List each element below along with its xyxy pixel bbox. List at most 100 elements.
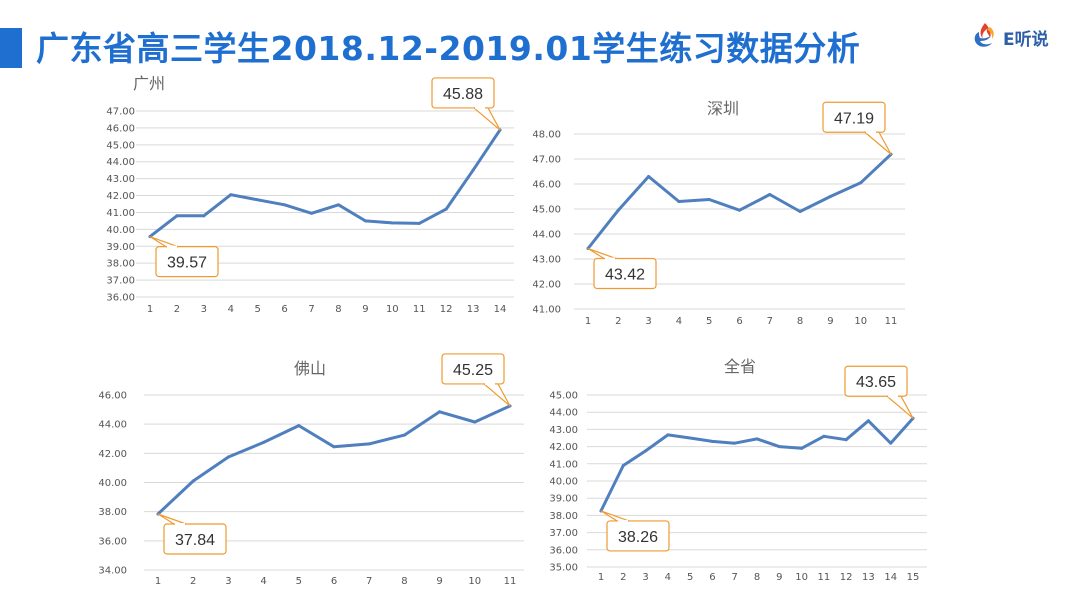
y-tick-label: 39.00	[106, 242, 135, 253]
x-tick-label: 13	[862, 572, 875, 583]
y-tick-label: 37.00	[106, 276, 135, 287]
data-label-callout: 45.25	[441, 353, 511, 407]
y-tick-label: 38.00	[549, 511, 578, 522]
y-tick-label: 39.00	[549, 494, 578, 505]
x-tick-label: 6	[281, 304, 287, 315]
data-point	[191, 479, 195, 483]
callout-box	[163, 523, 227, 555]
data-point	[402, 433, 406, 437]
x-tick-label: 8	[401, 576, 407, 587]
shenzhen-line-chart: 深圳 41.00 42.00 43.00 44.00 45.00 46.00 47.00 48.…	[532, 99, 905, 327]
province-line-chart: 全省 35.00 36.00 37.00 38.00 39.00 40.00 41.00 42.…	[549, 357, 927, 583]
logo-text: E听说	[1003, 29, 1049, 50]
x-tick-label: 8	[797, 316, 803, 327]
x-tick-label: 11	[413, 304, 426, 315]
data-point	[367, 442, 371, 446]
y-tick-label: 45.00	[532, 205, 561, 216]
x-tick-label: 2	[615, 316, 621, 327]
data-point	[866, 419, 870, 423]
y-tick-label: 44.00	[549, 408, 578, 419]
page-title: 广东省高三学生2018.12-2019.01学生练习数据分析	[36, 29, 861, 68]
data-point	[710, 439, 714, 443]
x-tick-label: 12	[440, 304, 453, 315]
x-tick-label: 5	[296, 576, 302, 587]
x-tick-label: 2	[174, 304, 180, 315]
y-tick-label: 42.00	[98, 449, 127, 460]
data-point	[417, 221, 421, 225]
callout-box	[822, 101, 886, 133]
foshan-line-chart: 佛山 34.00 36.00 38.00 40.00 42.00 44.00 46.00 1 2 3…	[98, 353, 524, 587]
y-tick-label: 45.00	[549, 391, 578, 402]
data-point	[471, 168, 475, 172]
data-point	[390, 221, 394, 225]
y-tick-label: 44.00	[98, 420, 127, 431]
data-point	[738, 208, 741, 212]
x-tick-label: 1	[585, 316, 591, 327]
y-tick-label: 42.00	[549, 442, 578, 453]
x-tick-label: 14	[884, 572, 897, 583]
x-tick-label: 8	[335, 304, 341, 315]
x-tick-label: 7	[732, 572, 738, 583]
x-tick-label: 6	[736, 316, 742, 327]
y-tick-label: 46.00	[98, 391, 127, 402]
x-tick-label: 10	[386, 304, 399, 315]
chart-title: 广州	[133, 74, 165, 93]
data-point	[889, 441, 893, 445]
x-tick-label: 3	[645, 316, 651, 327]
y-tick-label: 44.00	[532, 230, 561, 241]
x-tick-label: 12	[840, 572, 853, 583]
y-tick-label: 41.00	[549, 459, 578, 470]
callout-pointer	[864, 131, 892, 155]
data-point	[332, 445, 336, 449]
chart-shenzhen: 深圳 41.00 42.00 43.00 44.00 45.00 46.00 47.00 48.…	[520, 95, 940, 340]
title-accent-bar	[0, 28, 22, 68]
chart-province: 全省 35.00 36.00 37.00 38.00 39.00 40.00 41.00 42.…	[540, 355, 930, 600]
series-line	[148, 128, 502, 239]
x-tick-label: 13	[467, 304, 480, 315]
y-tick-label: 41.00	[532, 305, 561, 316]
x-tick-label: 1	[147, 304, 153, 315]
y-tick-label: 41.00	[106, 208, 135, 219]
x-tick-label: 5	[706, 316, 712, 327]
data-point	[444, 207, 448, 211]
x-tick-label: 7	[366, 576, 372, 587]
data-point	[256, 198, 260, 202]
y-tick-label: 48.00	[532, 130, 561, 141]
x-tick-label: 3	[642, 572, 648, 583]
x-tick-label: 8	[754, 572, 760, 583]
chart-foshan: 佛山 34.00 36.00 38.00 40.00 42.00 44.00 46.00 1 2 3…	[80, 353, 540, 600]
data-point	[226, 455, 230, 459]
data-point	[297, 424, 301, 428]
data-point	[800, 446, 804, 450]
data-label-callout: 38.26	[600, 510, 670, 552]
x-tick-label: 5	[687, 572, 693, 583]
x-tick-label: 11	[817, 572, 830, 583]
chart-title: 深圳	[707, 99, 739, 118]
callout-value: 47.19	[834, 110, 874, 127]
x-tick-label: 6	[709, 572, 715, 583]
x-tick-label: 11	[504, 576, 517, 587]
x-tick-label: 14	[494, 304, 507, 315]
data-label-callout: 43.65	[844, 365, 914, 419]
callout-value: 43.42	[605, 267, 645, 284]
x-tick-label: 4	[228, 304, 234, 315]
y-tick-label: 44.00	[106, 157, 135, 168]
x-tick-label: 7	[308, 304, 314, 315]
x-tick-label: 3	[201, 304, 207, 315]
y-tick-label: 43.00	[532, 255, 561, 266]
x-tick-label: 3	[225, 576, 231, 587]
data-point	[828, 195, 832, 198]
data-point	[473, 420, 477, 424]
data-point	[777, 445, 781, 449]
data-point	[363, 219, 367, 223]
y-tick-label: 38.00	[106, 259, 135, 270]
callout-value: 43.65	[856, 374, 896, 391]
y-tick-label: 46.00	[106, 123, 135, 134]
y-tick-label: 47.00	[532, 155, 561, 166]
x-tick-label: 7	[767, 316, 773, 327]
y-tick-label: 40.00	[106, 225, 135, 236]
callout-value: 37.84	[175, 532, 215, 549]
data-point	[647, 175, 651, 178]
chart-guangzhou: 广州 36.00 37.00 38.00 39.00 40.00 41.00 42.00 43.…	[75, 70, 514, 330]
chart-title: 佛山	[294, 359, 326, 378]
